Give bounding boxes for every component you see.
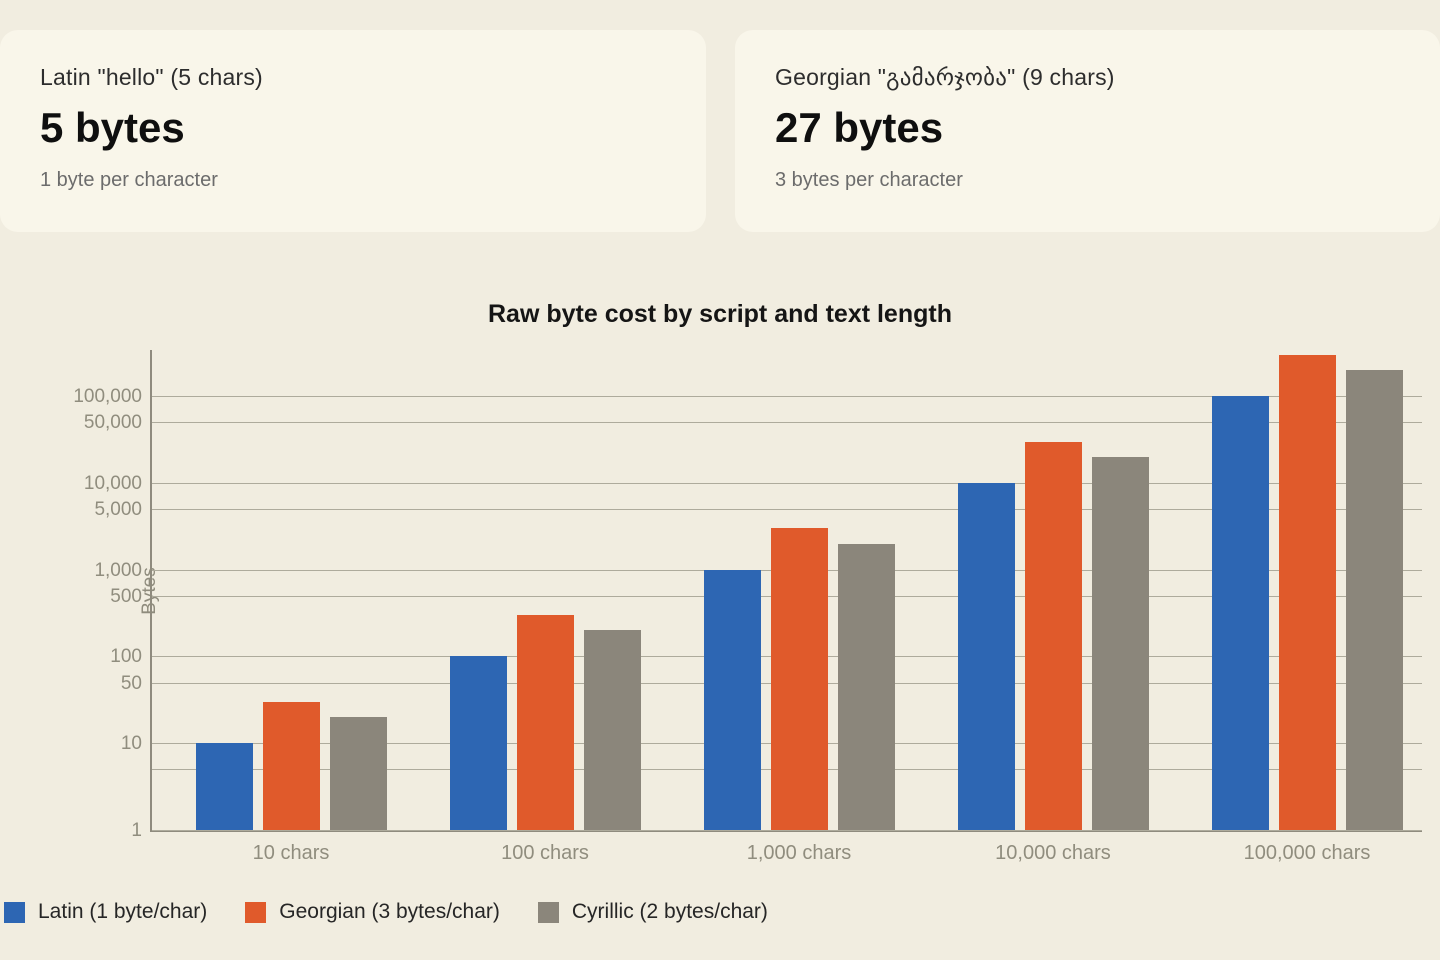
stat-card-label: Georgian "გამარჯობა" (9 chars) bbox=[775, 64, 1115, 90]
legend-swatch bbox=[4, 901, 25, 923]
stat-card-value: 5 bytes bbox=[40, 104, 185, 151]
gridline bbox=[152, 396, 1422, 398]
legend-item: Cyrillic (2 bytes/char) bbox=[537, 900, 768, 924]
y-tick-label: 5,000 bbox=[94, 499, 142, 521]
stat-card-georgian: Georgian "გამარჯობა" (9 chars) 27 bytes … bbox=[735, 30, 1440, 232]
legend-swatch bbox=[245, 901, 267, 923]
bar bbox=[195, 743, 253, 830]
bar bbox=[703, 569, 761, 830]
x-tick-label: 10,000 chars bbox=[995, 842, 1111, 864]
legend-item: Georgian (3 bytes/char) bbox=[245, 900, 500, 924]
y-tick-label: 50,000 bbox=[83, 412, 142, 434]
chart-plot: Bytes 1 10 50 100 500 1,000 5,000 10,000 50,000 1… bbox=[73, 350, 1422, 864]
legend-item: Latin (1 byte/char) bbox=[4, 900, 207, 924]
bar bbox=[329, 717, 387, 830]
x-tick-label: 10 chars bbox=[252, 842, 330, 864]
y-tick-label: 100 bbox=[110, 646, 142, 668]
bar bbox=[449, 656, 507, 830]
y-tick-label: 500 bbox=[110, 585, 142, 607]
bar bbox=[1024, 441, 1082, 830]
bar bbox=[516, 615, 574, 830]
chart-title: Raw byte cost by script and text length bbox=[488, 300, 952, 328]
y-tick-label: 50 bbox=[120, 672, 142, 694]
bar bbox=[957, 482, 1015, 830]
legend-label: Latin (1 byte/char) bbox=[38, 900, 208, 923]
bar bbox=[1091, 456, 1149, 830]
y-tick-label: 1,000 bbox=[94, 559, 142, 581]
bar bbox=[837, 543, 895, 830]
chart-legend: Latin (1 byte/char) Georgian (3 bytes/cha… bbox=[4, 900, 768, 924]
bar bbox=[1211, 396, 1269, 830]
bar bbox=[1278, 354, 1336, 830]
legend-swatch bbox=[537, 901, 559, 923]
gridline bbox=[152, 482, 1422, 484]
x-tick-label: 100,000 chars bbox=[1243, 842, 1371, 864]
stat-card-latin: Latin "hello" (5 chars) 5 bytes 1 byte p… bbox=[0, 30, 706, 232]
bar bbox=[770, 528, 828, 830]
legend-label: Cyrillic (2 bytes/char) bbox=[571, 900, 768, 923]
y-tick-label: 10 bbox=[120, 733, 142, 755]
y-tick-label: 10,000 bbox=[83, 472, 142, 494]
gridline bbox=[152, 422, 1422, 424]
x-tick-label: 100 chars bbox=[501, 842, 589, 864]
stat-card-value: 27 bytes bbox=[775, 104, 944, 151]
bar bbox=[1345, 370, 1403, 830]
bar bbox=[262, 701, 320, 830]
legend-label: Georgian (3 bytes/char) bbox=[279, 900, 500, 923]
x-tick-label: 1,000 chars bbox=[746, 842, 852, 864]
y-axis-label: Bytes bbox=[139, 567, 160, 615]
y-tick-label: 1 bbox=[131, 820, 142, 841]
stat-card-subtitle: 1 byte per character bbox=[40, 169, 218, 191]
stat-card-label: Latin "hello" (5 chars) bbox=[40, 64, 263, 90]
gridline bbox=[152, 830, 1422, 831]
gridline bbox=[152, 509, 1422, 511]
y-tick-label: 100,000 bbox=[73, 386, 142, 408]
bar bbox=[583, 630, 641, 830]
stat-card-subtitle: 3 bytes per character bbox=[775, 169, 963, 191]
